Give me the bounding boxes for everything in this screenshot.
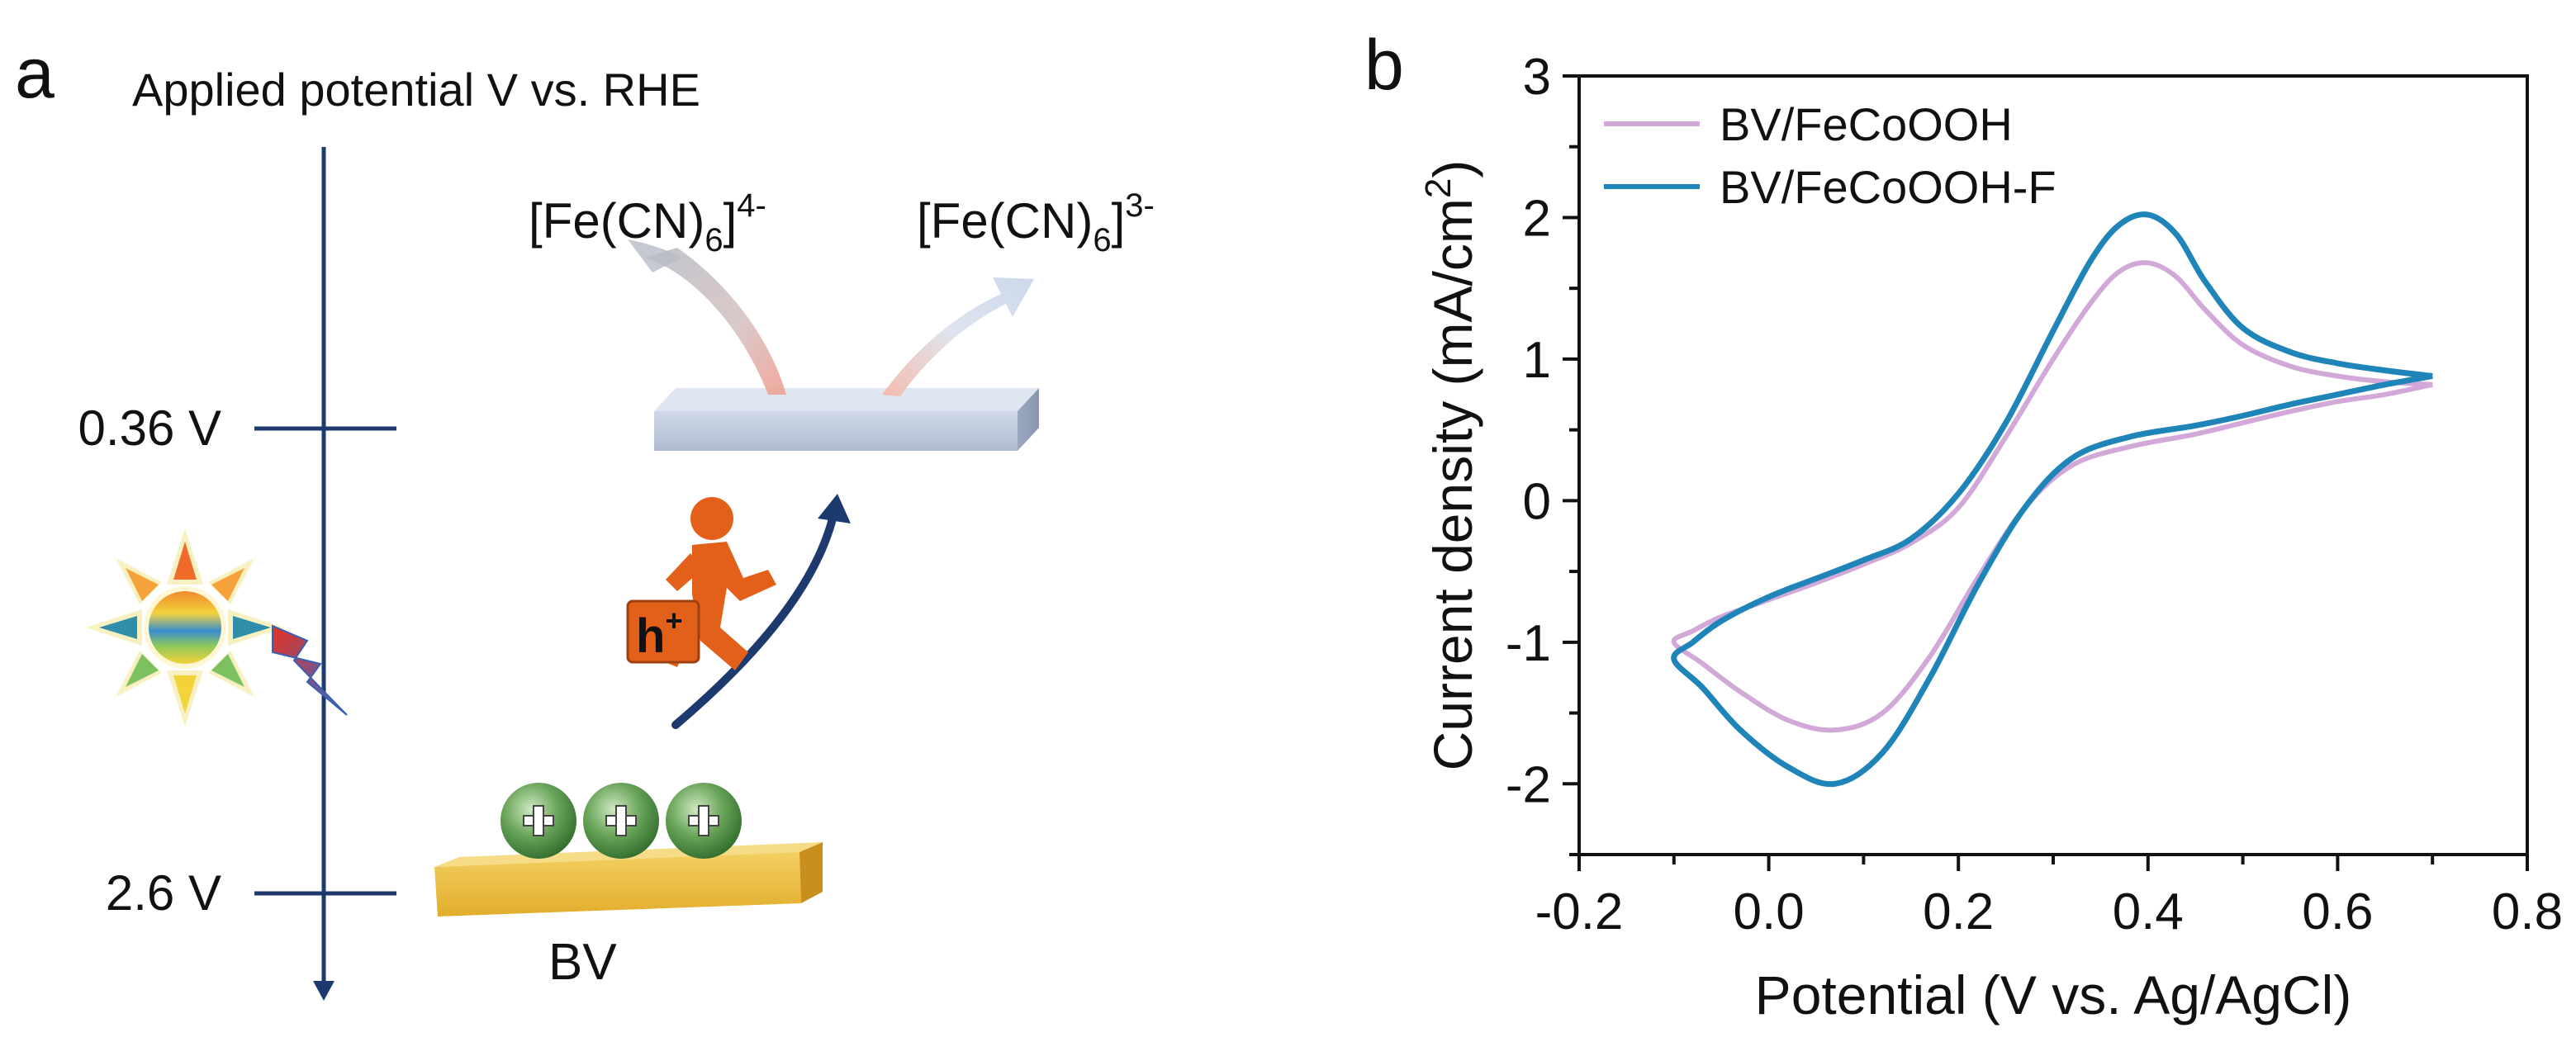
legend-label-2: BV/FeCoOOH-F <box>1720 161 2057 213</box>
legend: BV/FeCoOOH BV/FeCoOOH-F <box>1604 98 2057 213</box>
hole-ball-1 <box>500 783 576 859</box>
sun-icon <box>86 528 284 727</box>
y-tick-label: 0 <box>1523 473 1551 530</box>
x-tick-label: 0.4 <box>2113 883 2184 940</box>
level-label-2-6: 2.6 V <box>106 865 221 921</box>
panel-b: b -0.2 0.0 0.2 0.4 0.6 0.8 -2 -1 0 1 2 3 BV/FeCoOOH… <box>1364 26 2563 1025</box>
hole-transfer-arrow <box>671 508 838 729</box>
hole-transfer-arrowhead <box>818 494 851 523</box>
y-tick-label: -2 <box>1506 756 1551 813</box>
series-line-1 <box>1671 260 2433 733</box>
x-axis-label: Potential (V vs. Ag/AgCl) <box>1755 964 2352 1025</box>
x-tick-label: 0.8 <box>2492 883 2563 940</box>
y-tick-label: 3 <box>1523 49 1551 106</box>
hole-ball-3 <box>666 783 742 859</box>
lightning-bolt-icon <box>272 624 348 716</box>
series-layer <box>1671 211 2433 788</box>
x-tick-label: 0.2 <box>1923 883 1994 940</box>
y-tick-label: 2 <box>1523 190 1551 247</box>
level-label-0-36: 0.36 V <box>78 400 221 456</box>
y-tick-label: -1 <box>1506 615 1551 672</box>
product-arrow <box>882 277 1034 396</box>
x-tick-label: 0.6 <box>2302 883 2373 940</box>
catalyst-plate <box>654 388 1039 451</box>
bv-label: BV <box>548 934 617 991</box>
axis-ticks <box>1563 74 2529 871</box>
panel-b-label: b <box>1364 26 1404 105</box>
axis-tick-labels: -0.2 0.0 0.2 0.4 0.6 0.8 -2 -1 0 1 2 3 <box>1506 49 2563 940</box>
reactant-arrow-tail <box>628 239 682 272</box>
energy-axis-title: Applied potential V vs. RHE <box>132 64 700 116</box>
series-line-2 <box>1671 211 2433 788</box>
hole-ball-2 <box>583 783 659 859</box>
hole-carrier-icon: h+ <box>626 497 776 670</box>
y-tick-label: 1 <box>1523 332 1551 389</box>
ferricyanide-label: [Fe(CN)6]3- <box>917 187 1155 258</box>
panel-a-label: a <box>15 34 55 113</box>
energy-axis-arrowhead <box>313 981 334 1001</box>
panel-a: a Applied potential V vs. RHE 0.36 V 2.6… <box>15 34 1155 1001</box>
x-tick-label: 0.0 <box>1733 883 1804 940</box>
y-axis-label: Current density (mA/cm2) <box>1418 160 1483 771</box>
reactant-arrow <box>644 248 786 395</box>
hole-label: h+ <box>636 604 682 663</box>
x-tick-label: -0.2 <box>1535 883 1624 940</box>
ferrocyanide-label: [Fe(CN)6]4- <box>529 187 766 258</box>
legend-label-1: BV/FeCoOOH <box>1720 98 2013 150</box>
